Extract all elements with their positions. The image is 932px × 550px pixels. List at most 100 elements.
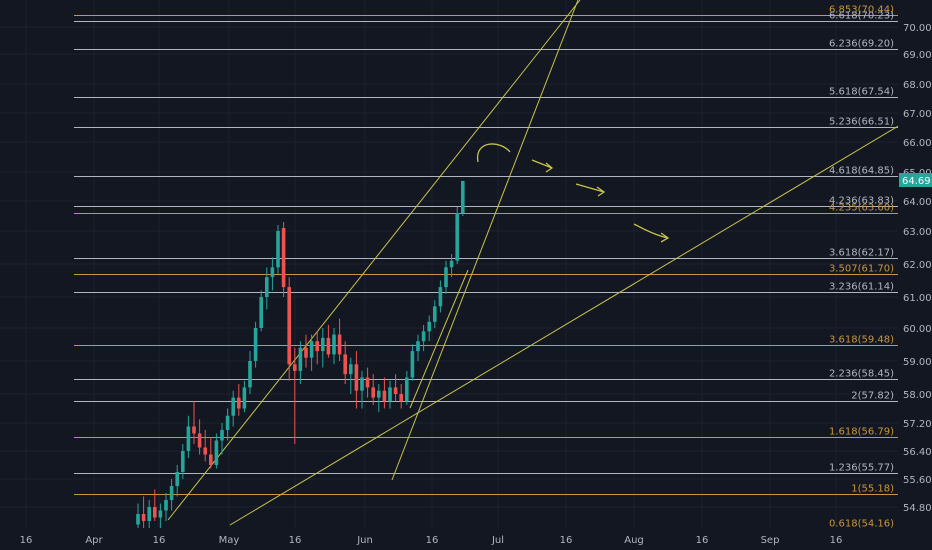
candle: [315, 331, 319, 365]
candle: [388, 380, 392, 409]
candle-body: [399, 394, 403, 402]
candle-body: [225, 415, 230, 430]
candle: [259, 290, 263, 332]
y-axis-panel: [898, 0, 932, 528]
fib-level-label: 6.236(69.20): [829, 39, 894, 50]
candle: [158, 503, 163, 532]
candle-body: [393, 387, 398, 394]
fib-level-label: 2(57.82): [851, 391, 894, 402]
candle: [326, 324, 331, 358]
candle-body: [209, 454, 213, 465]
fib-level-label: 3.618(62.17): [829, 248, 894, 259]
candle: [354, 351, 359, 409]
candle: [382, 377, 387, 409]
trendline-parabolic: [409, 269, 469, 409]
trendline-lower: [229, 124, 901, 526]
arrow-icon: [531, 159, 554, 173]
candle: [410, 344, 415, 381]
candle-body: [181, 451, 185, 472]
candle-body: [410, 351, 415, 378]
candle-body: [214, 440, 219, 465]
trendline-steep: [391, 0, 579, 481]
candle: [147, 500, 151, 532]
y-tick-label: 60.00: [903, 324, 932, 335]
candle-body: [259, 297, 263, 328]
x-tick-label: 16: [696, 535, 709, 546]
arrow-icon: [575, 183, 606, 197]
candle: [433, 300, 437, 328]
candle-body: [253, 328, 258, 361]
candle-body: [343, 354, 347, 375]
candle-body: [388, 387, 392, 402]
candle-body: [449, 260, 454, 268]
candle: [332, 328, 336, 365]
candle: [416, 334, 420, 361]
x-tick-label: Sep: [761, 535, 780, 546]
candle-body: [444, 267, 448, 288]
projection-arrows: [477, 143, 670, 243]
candle-body: [220, 430, 224, 441]
candle: [214, 433, 219, 469]
candle-body: [169, 486, 174, 500]
grid: [0, 0, 898, 528]
candle-body: [287, 287, 291, 365]
candle-body: [304, 347, 308, 358]
candle-body: [309, 341, 314, 358]
candle: [186, 415, 191, 458]
candle-body: [315, 341, 319, 352]
y-tick-label: 57.20: [903, 419, 932, 430]
candle: [365, 367, 370, 398]
y-axis: 70.0069.0068.0067.0066.0065.0064.0063.00…: [898, 0, 932, 528]
candle-body: [153, 507, 157, 518]
candle: [427, 315, 431, 342]
candle-body: [427, 321, 431, 332]
fib-level-label: 5.236(66.51): [829, 117, 894, 128]
candle-body: [365, 377, 370, 388]
candle-body: [382, 390, 387, 402]
candle-body: [270, 267, 275, 278]
candle: [399, 384, 403, 409]
candle: [298, 341, 303, 385]
candle-body: [231, 397, 235, 416]
candle: [276, 225, 280, 274]
candle-body: [337, 334, 342, 355]
candle: [377, 384, 381, 413]
candle-body: [175, 472, 179, 486]
y-tick-label: 59.00: [903, 357, 932, 368]
candle-body: [186, 426, 191, 451]
x-tick-label: Aug: [624, 535, 644, 546]
candle: [153, 489, 157, 521]
candle: [438, 280, 443, 313]
candle: [421, 324, 426, 352]
fib-level-label: 1(55.18): [851, 484, 894, 495]
x-tick-label: 16: [560, 535, 573, 546]
x-tick-label: Jun: [356, 535, 373, 546]
candle-body: [298, 347, 303, 371]
candle-body: [293, 364, 297, 371]
candle: [337, 318, 342, 361]
candle-body: [158, 510, 163, 518]
candle: [253, 321, 258, 368]
candle-body: [164, 500, 168, 511]
x-tick-label: May: [219, 535, 240, 546]
fib-level-label: 0.618(54.16): [829, 519, 894, 530]
candle-body: [349, 364, 353, 375]
candle-body: [276, 231, 280, 268]
y-tick-label: 70.00: [903, 23, 932, 34]
candle-body: [203, 447, 207, 455]
candle-body: [461, 180, 465, 213]
x-tick-label: Jul: [491, 535, 504, 546]
candle: [461, 180, 465, 216]
fib-level-label: 5.618(67.54): [829, 87, 894, 98]
fib-level-label: 2.236(58.45): [829, 369, 894, 380]
candle-body: [354, 364, 359, 391]
y-tick-label: 66.00: [903, 138, 932, 149]
y-tick-label: 69.00: [903, 50, 932, 61]
fib-level-label: 4.618(64.85): [829, 166, 894, 177]
arrow-icon: [633, 223, 670, 243]
candle: [281, 222, 286, 297]
candle: [455, 207, 459, 264]
last-price-tag: 64.69: [899, 173, 932, 187]
candle-body: [141, 514, 146, 521]
